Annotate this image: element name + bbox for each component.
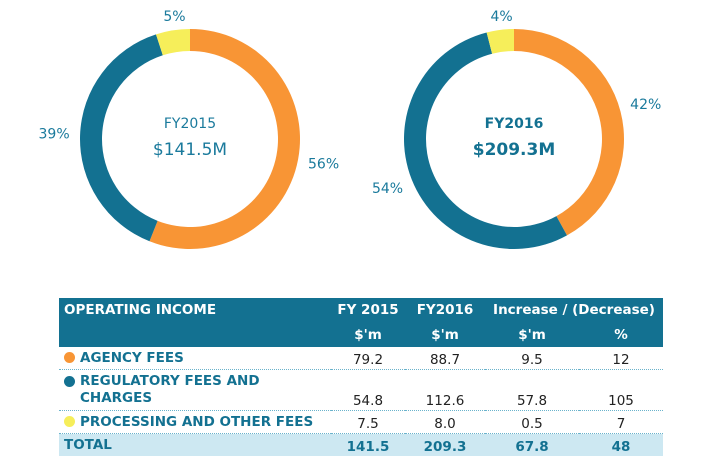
unit-fy2015: $'m <box>331 323 405 347</box>
table-row-total: TOTAL 141.5 209.3 67.8 48 <box>59 433 663 456</box>
cell-value: 7 <box>579 410 663 434</box>
donut-slice-3 <box>156 29 190 56</box>
slice-percent-label: 5% <box>163 9 185 25</box>
cell-value: 57.8 <box>485 369 579 411</box>
col-header-increase: Increase / (Decrease) <box>485 298 663 324</box>
cell-value: 88.7 <box>405 347 485 370</box>
total-label: TOTAL <box>59 433 331 456</box>
donut-center-year: FY2016 <box>485 116 544 132</box>
table-units-row: $'m $'m $'m % <box>59 323 663 347</box>
row-label-line-2: CHARGES <box>80 390 153 406</box>
donut-slice-2 <box>403 32 567 250</box>
col-header-fy2016: FY2016 <box>405 298 485 324</box>
cell-value: 112.6 <box>405 369 485 411</box>
row-label: AGENCY FEES <box>80 349 184 366</box>
donut-slice-3 <box>486 29 514 54</box>
donut-slice-1 <box>514 29 624 236</box>
donut-center-year: FY2015 <box>164 116 216 132</box>
cell-value: 0.5 <box>485 410 579 434</box>
donut-center-total: $209.3M <box>473 140 556 160</box>
legend-dot-icon <box>64 376 75 387</box>
table-row-regulatory-fees: REGULATORY FEES AND CHARGES 54.8 112.6 5… <box>59 369 663 411</box>
col-header-fy2015: FY 2015 <box>331 298 405 324</box>
donut-center-total: $141.5M <box>153 140 227 160</box>
cell-value: 12 <box>579 347 663 370</box>
table-header-row: OPERATING INCOME FY 2015 FY2016 Increase… <box>59 298 663 324</box>
operating-income-table: OPERATING INCOME FY 2015 FY2016 Increase… <box>59 298 663 456</box>
legend-dot-icon <box>64 415 75 427</box>
table-row-processing-fees: PROCESSING AND OTHER FEES 7.5 8.0 0.5 7 <box>59 410 663 434</box>
unit-increase-percent: % <box>579 323 663 347</box>
cell-value: 8.0 <box>405 410 485 434</box>
donut-charts: 56% 39% 5% FY2015 $141.5M 42% 54% 4% FY2016 $209… <box>39 9 661 250</box>
unit-increase-amount: $'m <box>485 323 579 347</box>
total-value: 48 <box>579 433 663 456</box>
cell-value: 9.5 <box>485 347 579 370</box>
row-label-line-1: REGULATORY FEES AND <box>80 373 260 389</box>
total-value: 209.3 <box>405 433 485 456</box>
total-value: 67.8 <box>485 433 579 456</box>
table-title: OPERATING INCOME <box>59 298 331 324</box>
legend-dot-icon <box>64 351 75 363</box>
slice-percent-label: 4% <box>490 9 512 25</box>
slice-percent-label: 56% <box>308 156 339 172</box>
row-label: PROCESSING AND OTHER FEES <box>80 413 314 430</box>
cell-value: 105 <box>579 369 663 411</box>
slice-percent-label: 42% <box>630 97 661 113</box>
donut-fy2015: 56% 39% 5% FY2015 $141.5M <box>39 9 339 250</box>
slice-percent-label: 39% <box>39 127 70 143</box>
unit-fy2016: $'m <box>405 323 485 347</box>
cell-value: 7.5 <box>331 410 405 434</box>
donut-slice-2 <box>79 34 163 242</box>
donut-slice-1 <box>149 29 300 250</box>
cell-value: 79.2 <box>331 347 405 370</box>
total-value: 141.5 <box>331 433 405 456</box>
cell-value: 54.8 <box>331 369 405 411</box>
table-row-agency-fees: AGENCY FEES 79.2 88.7 9.5 12 <box>59 347 663 370</box>
donut-fy2016: 42% 54% 4% FY2016 $209.3M <box>372 9 661 250</box>
slice-percent-label: 54% <box>372 181 403 197</box>
